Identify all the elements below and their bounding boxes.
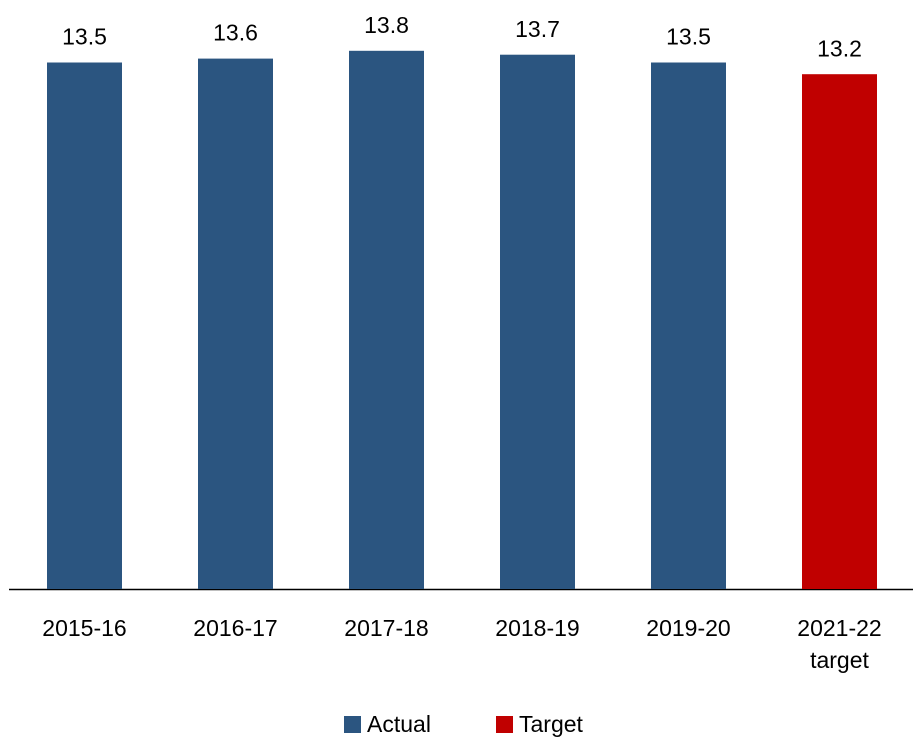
bar [349, 50, 424, 590]
x-tick-label: 2017-18 [344, 615, 428, 641]
data-label: 13.2 [817, 35, 862, 61]
legend-label: Target [519, 711, 584, 737]
bar [651, 62, 726, 589]
bar [198, 58, 273, 590]
x-tick-label: 2015-16 [42, 615, 126, 641]
legend-label: Actual [367, 711, 431, 737]
data-label: 13.7 [515, 16, 560, 42]
x-tick-label: 2019-20 [646, 615, 730, 641]
data-label: 13.8 [364, 12, 409, 38]
x-tick-label: 2016-17 [193, 615, 277, 641]
data-label: 13.5 [666, 24, 711, 50]
x-tick-label: 2021-22 target [797, 615, 881, 673]
legend-swatch [344, 716, 361, 733]
data-label: 13.6 [213, 20, 258, 46]
bar [500, 54, 575, 589]
legend-swatch [496, 716, 513, 733]
data-label: 13.5 [62, 24, 107, 50]
x-tick-label: 2018-19 [495, 615, 579, 641]
bar [802, 74, 877, 589]
bar [47, 62, 122, 589]
